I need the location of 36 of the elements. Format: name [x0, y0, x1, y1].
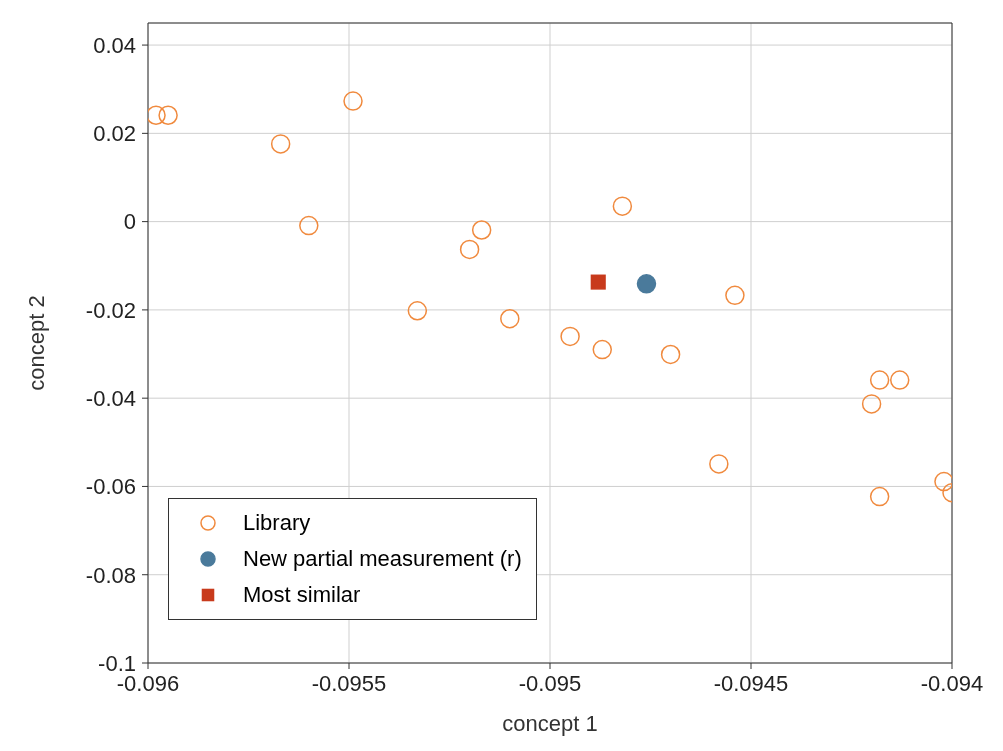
x-tick-label: -0.095 [518, 670, 582, 696]
y-tick-label: -0.08 [85, 562, 136, 588]
point [471, 220, 492, 240]
point [889, 370, 910, 390]
point [407, 301, 428, 321]
legend-label: New partial measurement (r) [243, 546, 522, 572]
x-axis-title: concept 1 [502, 711, 598, 736]
y-tick-label: -0.04 [85, 385, 136, 411]
point [299, 215, 319, 236]
point [158, 105, 178, 125]
point [612, 196, 633, 216]
y-tick-label: -0.06 [85, 474, 136, 500]
y-tick-label: 0 [123, 209, 136, 235]
point [660, 344, 681, 365]
y-tick-label: 0.04 [93, 32, 136, 58]
point [560, 326, 580, 347]
y-tick-label: 0.02 [93, 121, 136, 147]
point [592, 339, 613, 360]
x-tick-label: -0.0945 [713, 670, 789, 696]
x-tick-label: -0.0955 [311, 670, 387, 696]
point [725, 285, 745, 306]
y-axis-title: concept 2 [23, 295, 49, 391]
point [869, 370, 890, 390]
point [270, 134, 291, 154]
x-tick-label: -0.094 [920, 670, 984, 696]
y-tick-label: -0.02 [85, 297, 136, 323]
legend-label: Library [243, 510, 311, 536]
point [500, 308, 520, 329]
point [343, 91, 363, 111]
point [459, 239, 480, 260]
point [869, 486, 890, 507]
legend-label: Most similar [243, 582, 361, 608]
point [636, 274, 657, 294]
point [861, 394, 882, 414]
point [590, 274, 606, 290]
point [709, 454, 729, 474]
